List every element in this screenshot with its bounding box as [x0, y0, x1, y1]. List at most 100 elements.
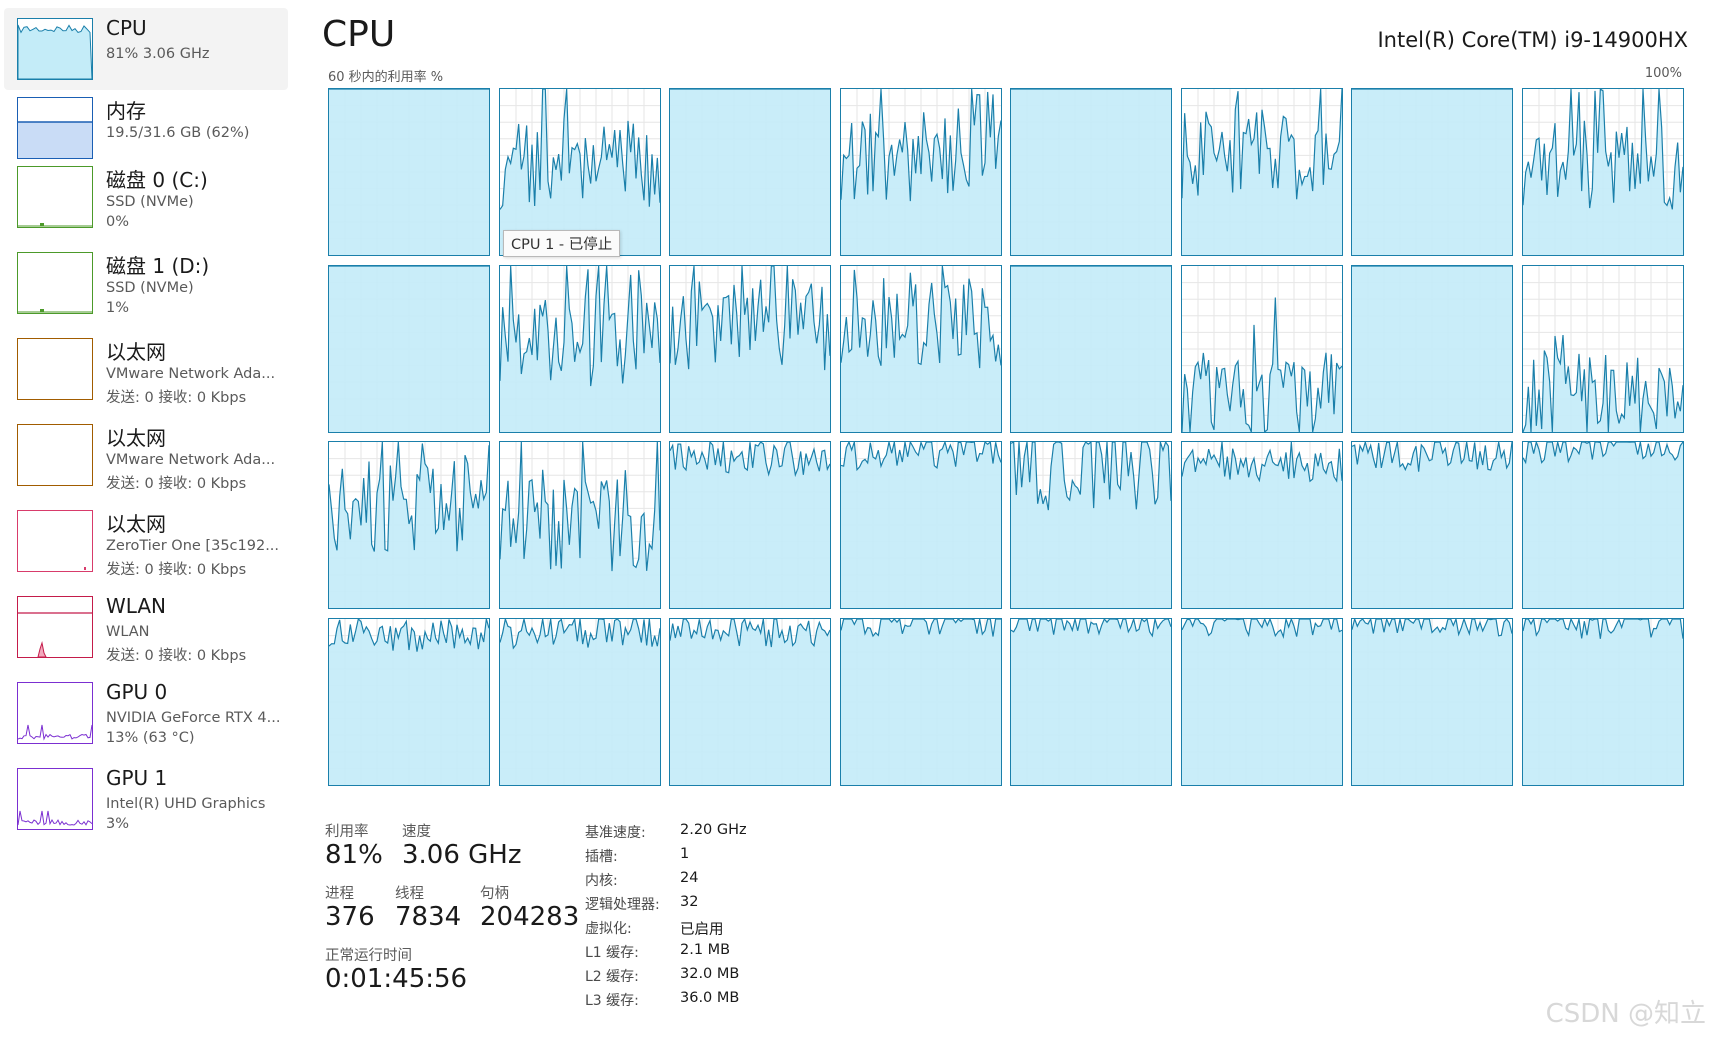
cpu-core-graph-4[interactable] — [1010, 88, 1172, 256]
cpu-usage-area — [1011, 442, 1171, 608]
cpu-core-plot — [1011, 89, 1171, 255]
sidebar-item-gpu-1[interactable]: GPU 1 Intel(R) UHD Graphics 3% — [4, 758, 288, 840]
page-title: CPU — [322, 14, 396, 55]
cpu-usage-area — [1011, 89, 1171, 255]
cpu-usage-area — [1352, 89, 1512, 255]
cpu-core-plot — [1522, 442, 1683, 608]
uptime-value: 0:01:45:56 — [325, 964, 468, 994]
spec-virtualization-key: 虚拟化: — [585, 921, 632, 937]
cpu-core-graph-19[interactable] — [839, 441, 1002, 609]
cpu-core-plot — [1181, 618, 1342, 785]
cpu-core-graph-9[interactable] — [498, 264, 661, 433]
cpu-core-graph-22[interactable] — [1351, 441, 1513, 609]
cpu-usage-area — [1522, 89, 1683, 255]
cpu-core-graph-23[interactable] — [1521, 441, 1684, 609]
sidebar-item-wlan[interactable]: WLAN WLAN 发送: 0 接收: 0 Kbps — [4, 586, 288, 668]
cpu-core-plot — [1522, 618, 1683, 785]
cpu-core-graph-8[interactable] — [328, 264, 490, 433]
cpu-core-graph-13[interactable] — [1180, 264, 1343, 433]
cpu-usage-line — [840, 618, 1001, 637]
sidebar-item-title: 以太网 — [106, 426, 166, 450]
cpu-usage-line — [670, 618, 830, 647]
sidebar-item-subtitle: NVIDIA GeForce RTX 4... — [106, 710, 281, 726]
sidebar-item-ethernet-2[interactable]: 以太网 VMware Network Ada... 发送: 0 接收: 0 Kb… — [4, 414, 288, 496]
cpu-usage-area — [670, 265, 830, 432]
cpu-usage-line — [499, 618, 660, 650]
memory-thumbnail-graph — [18, 121, 92, 158]
spec-sockets-key: 插槽: — [585, 849, 618, 865]
cpu-usage-line — [1011, 442, 1171, 511]
ethernet-3-thumbnail-graph — [84, 567, 86, 570]
cpu-core-graph-30[interactable] — [1351, 617, 1513, 786]
cpu-core-graph-2[interactable] — [669, 88, 831, 256]
cpu-core-plot — [1352, 618, 1512, 785]
cpu-core-graph-24[interactable] — [328, 617, 490, 786]
cpu-core-graph-26[interactable] — [669, 617, 831, 786]
sidebar-item-disk-0[interactable]: 磁盘 0 (C:) SSD (NVMe) 0% — [4, 156, 288, 238]
sidebar-item-disk-1[interactable]: 磁盘 1 (D:) SSD (NVMe) 1% — [4, 242, 288, 324]
threads-label: 线程 — [395, 886, 424, 902]
spec-l2-value: 32.0 MB — [680, 966, 740, 982]
processor-name: Intel(R) Core(TM) i9-14900HX — [1377, 28, 1688, 52]
cpu-usage-area — [1352, 265, 1512, 432]
spec-l2-key: L2 缓存: — [585, 969, 639, 985]
cpu-core-graph-12[interactable] — [1010, 264, 1172, 433]
sidebar-item-memory[interactable]: 内存 19.5/31.6 GB (62%) — [4, 87, 288, 169]
sidebar-item-subtitle: 19.5/31.6 GB (62%) — [106, 125, 250, 141]
sidebar-item-gpu-0[interactable]: GPU 0 NVIDIA GeForce RTX 4... 13% (63 °C… — [4, 672, 288, 754]
cpu-usage-area — [1522, 618, 1683, 785]
cpu-core-graph-31[interactable] — [1521, 617, 1684, 786]
spec-l3-key: L3 缓存: — [585, 993, 639, 1009]
cpu-usage-line — [840, 442, 1001, 472]
cpu-core-graph-28[interactable] — [1010, 617, 1172, 786]
cpu-core-graph-29[interactable] — [1180, 617, 1343, 786]
cpu-core-graph-16[interactable] — [328, 441, 490, 609]
wlan-thumbnail-graph — [18, 612, 92, 657]
sidebar-item-title: GPU 0 — [106, 680, 168, 704]
speed-label: 速度 — [402, 824, 431, 840]
sidebar-item-subtitle: VMware Network Ada... — [106, 452, 276, 468]
cpu-core-plot — [1181, 442, 1342, 608]
cpu-core-graph-10[interactable] — [669, 264, 831, 433]
cpu-usage-line — [840, 89, 1001, 202]
sidebar-item-ethernet-3[interactable]: 以太网 ZeroTier One [35c192... 发送: 0 接收: 0 … — [4, 500, 288, 582]
ethernet-1-thumbnail — [17, 338, 93, 400]
cpu-graph-grid[interactable] — [328, 88, 1684, 786]
spec-l3-value: 36.0 MB — [680, 990, 740, 1006]
uptime-label: 正常运行时间 — [325, 948, 412, 964]
sidebar-item-detail: 13% (63 °C) — [106, 730, 195, 746]
gpu-1-thumbnail — [17, 768, 93, 830]
sidebar-item-ethernet-1[interactable]: 以太网 VMware Network Ada... 发送: 0 接收: 0 Kb… — [4, 328, 288, 410]
cpu-core-graph-5[interactable] — [1180, 88, 1343, 256]
cpu-core-graph-18[interactable] — [669, 441, 831, 609]
cpu-usage-area — [670, 89, 830, 255]
cpu-usage-line — [329, 618, 489, 652]
cpu-usage-line — [1352, 618, 1512, 637]
cpu-core-graph-27[interactable] — [839, 617, 1002, 786]
cpu-core-graph-3[interactable] — [839, 88, 1002, 256]
spec-virtualization-value: 已启用 — [680, 922, 724, 938]
gpu-0-thumbnail-graph — [18, 724, 92, 741]
cpu-usage-area — [329, 618, 489, 785]
sidebar: CPU 81% 3.06 GHz 内存 19.5/31.6 GB (62%) 磁… — [0, 0, 298, 1038]
cpu-core-plot — [670, 442, 830, 608]
cpu-core-graph-17[interactable] — [498, 441, 661, 609]
cpu-core-graph-25[interactable] — [498, 617, 661, 786]
cpu-core-graph-11[interactable] — [839, 264, 1002, 433]
cpu-core-plot — [1181, 89, 1342, 255]
cpu-core-graph-14[interactable] — [1351, 264, 1513, 433]
spec-logical-value: 32 — [680, 894, 699, 910]
cpu-core-graph-20[interactable] — [1010, 441, 1172, 609]
cpu-usage-area — [1181, 297, 1342, 432]
cpu-core-graph-15[interactable] — [1521, 264, 1684, 433]
spec-l1-value: 2.1 MB — [680, 942, 731, 958]
cpu-usage-area — [1181, 89, 1342, 255]
memory-thumbnail — [17, 97, 93, 159]
cpu-core-graph-21[interactable] — [1180, 441, 1343, 609]
sidebar-item-subtitle: SSD (NVMe) — [106, 194, 194, 210]
cpu-core-graph-0[interactable] — [328, 88, 490, 256]
cpu-core-graph-6[interactable] — [1351, 88, 1513, 256]
sidebar-item-cpu[interactable]: CPU 81% 3.06 GHz — [4, 8, 288, 90]
cpu-usage-area — [1181, 618, 1342, 785]
cpu-core-graph-7[interactable] — [1521, 88, 1684, 256]
